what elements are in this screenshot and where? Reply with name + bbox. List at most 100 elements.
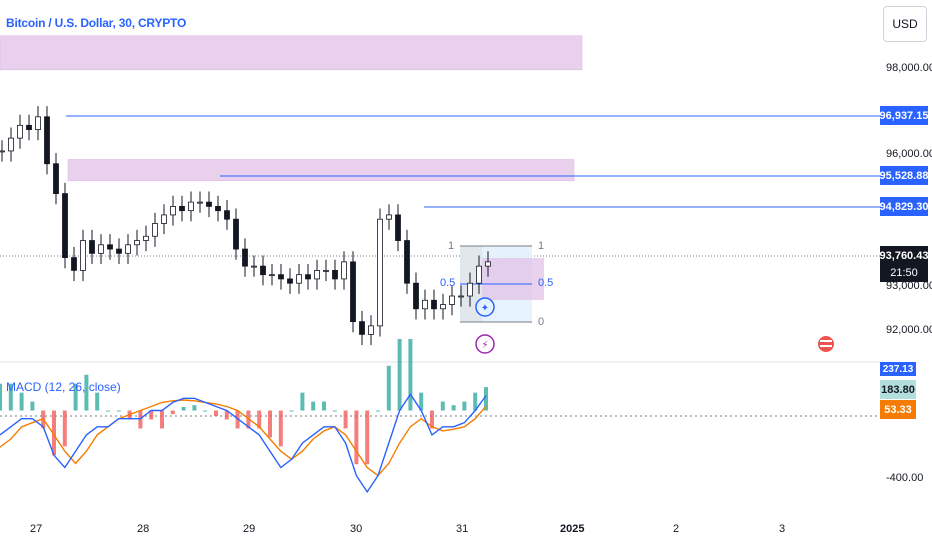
y-tick: 98,000.00 xyxy=(886,62,932,74)
x-tick: 31 xyxy=(456,523,469,535)
histogram-bar xyxy=(19,392,24,411)
candle xyxy=(188,201,194,212)
lightning-icon xyxy=(475,334,495,354)
y-tick: 96,000.00 xyxy=(886,148,932,160)
histogram-bar xyxy=(62,410,67,447)
candle xyxy=(26,124,32,131)
supply-zone xyxy=(67,159,575,182)
candle xyxy=(485,261,491,267)
candle xyxy=(98,244,104,254)
candle xyxy=(368,325,374,335)
candle xyxy=(224,210,230,220)
resistance-levels xyxy=(66,115,880,208)
candle xyxy=(458,295,464,298)
histogram-bar xyxy=(419,392,424,411)
fib-band-pink xyxy=(482,258,544,300)
histogram-bar xyxy=(268,410,272,438)
histogram-bar xyxy=(332,410,337,412)
candle xyxy=(80,240,86,271)
histogram-bar xyxy=(386,365,391,411)
candle xyxy=(242,248,248,267)
histogram-bar xyxy=(343,410,348,429)
candle xyxy=(296,274,302,284)
histogram-bar xyxy=(160,410,164,429)
histogram-bar xyxy=(203,410,208,412)
macd-indicator-label[interactable]: MACD (12, 26, close) xyxy=(6,380,121,394)
candle xyxy=(278,274,284,280)
candle xyxy=(62,193,68,259)
histogram-bar xyxy=(181,406,186,411)
histogram-bar xyxy=(0,383,2,411)
signal-value: 53.33 xyxy=(880,400,916,419)
histogram-bar xyxy=(106,410,110,412)
candle xyxy=(53,163,59,195)
fib-label-1: 1 xyxy=(448,240,455,252)
histogram-bar xyxy=(84,374,89,411)
candle xyxy=(107,244,113,250)
candle xyxy=(386,214,392,220)
histogram-bar xyxy=(484,387,488,411)
fib-label-1: 1 xyxy=(538,240,545,252)
candle xyxy=(341,261,347,280)
candle xyxy=(233,218,239,250)
candle xyxy=(152,223,158,237)
candle xyxy=(359,321,365,335)
x-tick: 30 xyxy=(350,523,363,535)
candle xyxy=(35,116,41,131)
x-tick: 2025 xyxy=(560,523,585,535)
fib-label-0: 0 xyxy=(538,316,545,328)
candle xyxy=(467,282,473,297)
histogram-bar xyxy=(214,410,218,416)
candle xyxy=(8,137,14,152)
candle xyxy=(314,269,320,280)
histogram-bar xyxy=(170,410,175,415)
candle xyxy=(413,282,419,310)
svg-text:✦: ✦ xyxy=(481,303,489,314)
macd-y-tick: -400.00 xyxy=(886,472,924,484)
histogram-bar xyxy=(365,410,370,465)
candle xyxy=(377,218,383,327)
histogram-bar xyxy=(354,410,359,465)
candle xyxy=(0,150,5,153)
histogram-bar xyxy=(8,383,13,411)
currency-button[interactable]: USD xyxy=(883,6,927,42)
x-tick: 2 xyxy=(673,523,680,535)
candle xyxy=(125,244,131,254)
sparkle-icon xyxy=(475,297,495,317)
candle xyxy=(350,261,356,323)
level-tag: 94,829.30 xyxy=(880,197,928,216)
x-tick: 28 xyxy=(137,523,150,535)
histogram-bar xyxy=(376,410,380,412)
candle xyxy=(251,265,257,268)
histogram-bar xyxy=(311,401,316,411)
histogram-bar xyxy=(278,410,283,447)
candles xyxy=(0,106,491,346)
candle xyxy=(422,299,428,310)
candle xyxy=(170,205,176,216)
x-tick: 27 xyxy=(30,523,43,535)
candle xyxy=(44,116,50,165)
candle xyxy=(260,265,266,276)
candle xyxy=(395,214,401,241)
histogram-bar xyxy=(430,410,434,429)
histogram-bar xyxy=(451,405,456,411)
macd-line xyxy=(0,393,487,494)
candle xyxy=(161,214,167,224)
histogram-bar xyxy=(462,401,467,411)
histogram-bar xyxy=(95,392,100,411)
candle xyxy=(269,274,275,277)
histogram-bar xyxy=(73,383,78,411)
histogram-bar xyxy=(257,410,262,429)
flag-icon xyxy=(818,336,834,352)
candle xyxy=(323,269,329,272)
histogram-bar xyxy=(30,401,35,411)
histogram-bar xyxy=(300,392,305,411)
macd-signal-line xyxy=(0,399,487,477)
x-tick: 3 xyxy=(779,523,786,535)
supply-zone xyxy=(0,35,583,71)
candle xyxy=(431,299,437,310)
fib-retracement xyxy=(460,245,544,323)
histogram-bar xyxy=(397,338,402,411)
candle xyxy=(71,257,77,271)
